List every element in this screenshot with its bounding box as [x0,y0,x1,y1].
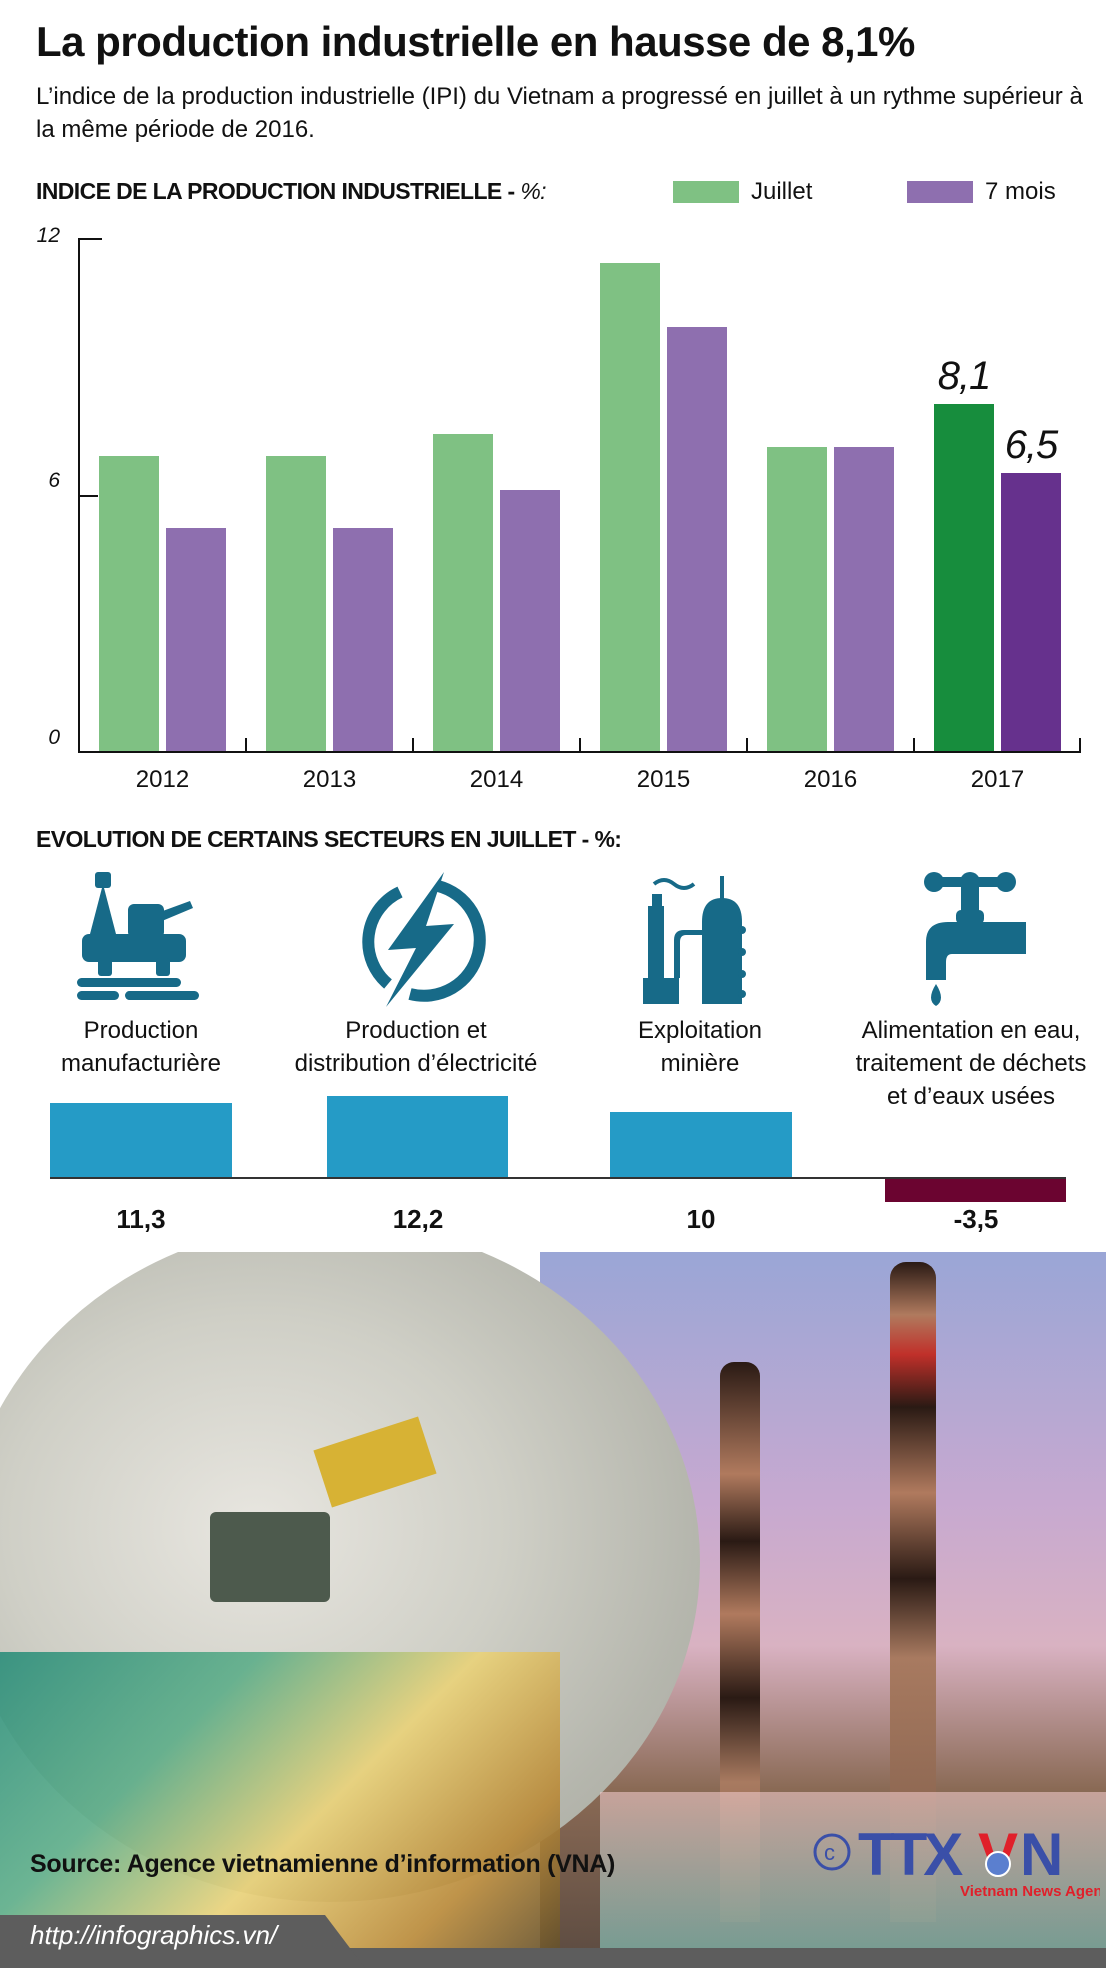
seafood-processing-photo [600,1792,1106,1968]
bar-7mois-2017 [1001,473,1061,751]
bar-juillet-2012 [99,456,159,751]
svg-text:TTX: TTX [858,1821,963,1888]
page-subtitle: L’indice de la production industrielle (… [36,83,1083,143]
label-line: Production et [345,1017,487,1044]
y-axis-tick-6 [78,495,98,497]
x-label-2015: 2015 [636,766,691,793]
chart-heading: INDICE DE LA PRODUCTION INDUSTRIELLE - %… [36,178,547,205]
y-axis-tick-12 [78,238,102,240]
x-tick [245,738,247,752]
y-tick-0: 0 [48,726,60,749]
legend-swatch-green [673,181,739,203]
x-tick [746,738,748,752]
x-tick [913,738,915,752]
label-line: minière [660,1050,740,1077]
label-line: manufacturière [60,1050,222,1077]
lightning-icon [362,872,486,1007]
legend-item-juillet: Juillet [673,178,813,205]
legend-swatch-purple [907,181,973,203]
chart-heading-text: INDICE DE LA PRODUCTION INDUSTRIELLE - [36,178,521,204]
legend-item-7-mois: 7 mois [907,178,1056,205]
sector-value-water: -3,5 [953,1204,999,1234]
water-tap-icon [924,872,1026,1006]
bar-juillet-2013 [266,456,326,751]
legend-label: Juillet [751,178,813,205]
industry-photo-collage [0,1252,1106,1968]
bar-7mois-2014 [500,490,560,751]
label-line: Alimentation en eau, [861,1017,1081,1044]
x-tick [1079,738,1081,752]
source-text: Source: Agence vietnamienne d’informatio… [30,1850,616,1878]
x-label-2014: 2014 [469,766,524,793]
sector-value-electricity: 12,2 [392,1204,444,1234]
x-tick [412,738,414,752]
x-label-2017: 2017 [970,766,1025,793]
sector-label-water: Alimentation en eau, traitement de déche… [836,1014,1106,1113]
sector-baseline [50,1177,1066,1179]
sector-heading: EVOLUTION DE CERTAINS SECTEURS EN JUILLE… [36,826,622,852]
sector-bar-water [885,1179,1066,1202]
bar-juillet-2015 [600,263,660,751]
label-line: traitement de déchets [855,1050,1087,1077]
sector-label-mining: Exploitation minière [570,1014,830,1080]
bar-juillet-2014 [433,434,493,751]
x-axis [78,751,1081,753]
svg-text:Vietnam News Agency: Vietnam News Agency [960,1883,1100,1900]
bar-7mois-2016 [834,447,894,751]
footer-tab [0,1915,365,1968]
sector-label-manufacturing: Production manufacturière [11,1014,271,1080]
svg-text:N: N [1020,1821,1063,1888]
label-line: distribution d’électricité [294,1050,538,1077]
bar-value-label-7mois-2017: 6,5 [1004,423,1059,467]
sector-value-manufacturing: 11,3 [116,1204,166,1234]
bar-7mois-2015 [667,327,727,751]
bar-juillet-2016 [767,447,827,751]
copyright-icon [813,1833,851,1871]
bar-value-label-juillet-2017: 8,1 [937,354,992,398]
legend-label: 7 mois [985,178,1056,205]
y-tick-12: 12 [36,224,60,247]
ttxvn-logo: c TTX V N Vietnam News Agency [813,1821,1100,1900]
x-label-2016: 2016 [803,766,858,793]
sector-bar-manufacturing [50,1103,232,1177]
sector-label-electricity: Production et distribution d’électricité [286,1014,546,1080]
sector-bar-electricity [327,1096,508,1177]
label-line: et d’eaux usées [886,1083,1056,1110]
bar-juillet-2017 [934,404,994,751]
bar-7mois-2012 [166,528,226,751]
bar-7mois-2013 [333,528,393,751]
x-tick [579,738,581,752]
x-label-2013: 2013 [302,766,357,793]
page-title: La production industrielle en hausse de … [36,18,915,65]
x-label-2012: 2012 [135,766,190,793]
y-tick-6: 6 [48,469,60,492]
chart-heading-unit: %: [520,178,546,204]
factory-icon [643,876,746,1004]
label-line: Production [83,1017,199,1044]
svg-text:c: c [824,1840,835,1865]
truck-shape [210,1512,330,1602]
footer-url-link[interactable]: http://infographics.vn/ [30,1920,278,1950]
sector-bar-mining [610,1112,792,1177]
label-line: Exploitation [637,1017,763,1044]
ipi-bar-chart: 12 6 0 8,1 6,5 2012 2013 2014 2015 2016 … [0,220,1106,800]
oil-rig-icon [77,872,199,1000]
sector-value-mining: 10 [686,1204,716,1234]
